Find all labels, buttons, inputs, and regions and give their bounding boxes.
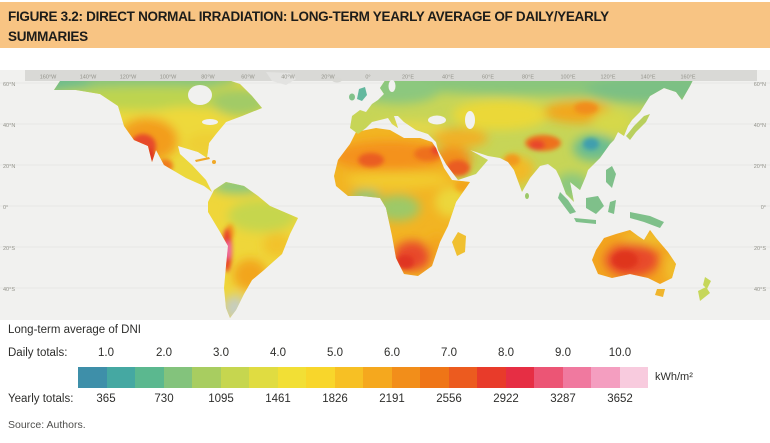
figure-title-line1: FIGURE 3.2: DIRECT NORMAL IRRADIATION: L… (8, 9, 609, 24)
colorbar-segment (391, 367, 420, 388)
lat-label: 0° (761, 205, 766, 211)
colorbar-segment (505, 367, 534, 388)
world-dni-map: 160°W 140°W 120°W 100°W 80°W 60°W 40°W 2… (0, 70, 770, 320)
lat-label: 40°S (754, 287, 766, 293)
yearly-tick: 3287 (550, 393, 576, 405)
yearly-tick: 2191 (379, 393, 405, 405)
daily-tick: 7.0 (441, 347, 457, 359)
latitude-labels-right: 60°N 40°N 20°N 0° 20°S 40°S (754, 82, 767, 293)
yearly-tick: 1461 (265, 393, 291, 405)
lat-label: 20°S (3, 246, 15, 252)
colorbar-segment (363, 367, 392, 388)
colorbar-segment (163, 367, 192, 388)
lat-label: 40°S (3, 287, 15, 293)
yearly-tick: 365 (96, 393, 116, 405)
colorbar-segment (135, 367, 164, 388)
daily-tick: 5.0 (327, 347, 343, 359)
lon-label: 60°E (482, 75, 494, 81)
yearly-tick: 2556 (436, 393, 462, 405)
lon-label: 60°W (241, 75, 255, 81)
lat-label: 20°S (754, 246, 766, 252)
colorbar-segment (220, 367, 249, 388)
lon-label: 20°W (321, 75, 335, 81)
lat-label: 20°N (3, 164, 15, 170)
lon-label: 160°W (40, 75, 57, 81)
colorbar-segment (78, 367, 107, 388)
daily-tick: 9.0 (555, 347, 571, 359)
colorbar-segment (619, 367, 648, 388)
lat-label: 0° (3, 205, 8, 211)
lat-label: 20°N (754, 164, 766, 170)
lon-label: 160°E (680, 75, 695, 81)
source-note: Source: Authors. (8, 419, 86, 431)
figure-title-line2: SUMMARIES (8, 28, 88, 44)
colorbar-segment (591, 367, 620, 388)
daily-tick: 10.0 (608, 347, 632, 359)
lat-label: 40°N (3, 123, 15, 129)
yearly-tick: 1095 (208, 393, 234, 405)
colorbar-segment (334, 367, 363, 388)
lon-label: 80°W (201, 75, 215, 81)
lat-label: 60°N (754, 82, 766, 88)
colorbar-segment (249, 367, 278, 388)
yearly-tick: 3652 (607, 393, 633, 405)
legend-title: Long-term average of DNI (8, 324, 141, 336)
lon-label: 100°E (560, 75, 575, 81)
figure-title-bar: FIGURE 3.2: DIRECT NORMAL IRRADIATION: L… (0, 2, 770, 48)
lat-label: 40°N (754, 123, 766, 129)
lon-label: 0° (365, 75, 370, 81)
yearly-totals-label: Yearly totals: (8, 393, 74, 405)
yearly-tick: 730 (154, 393, 174, 405)
colorbar-segment (477, 367, 506, 388)
map-art (0, 70, 770, 320)
yearly-tick: 1826 (322, 393, 348, 405)
colorbar-segment (306, 367, 335, 388)
daily-tick: 4.0 (270, 347, 286, 359)
colorbar-segment (277, 367, 306, 388)
daily-tick: 1.0 (98, 347, 114, 359)
colorbar-segment (106, 367, 135, 388)
lon-label: 120°W (120, 75, 137, 81)
colorbar-segment (562, 367, 591, 388)
colorbar-segment (420, 367, 449, 388)
unit-label: kWh/m² (655, 371, 693, 383)
dni-color-scale (78, 367, 648, 388)
lon-label: 40°E (442, 75, 454, 81)
lon-label: 120°E (600, 75, 615, 81)
daily-tick: 8.0 (498, 347, 514, 359)
daily-tick: 6.0 (384, 347, 400, 359)
yearly-tick: 2922 (493, 393, 519, 405)
lon-label: 20°E (402, 75, 414, 81)
colorbar-segment (534, 367, 563, 388)
lon-label: 100°W (160, 75, 177, 81)
colorbar-segment (192, 367, 221, 388)
lon-label: 140°E (640, 75, 655, 81)
latitude-labels-left: 60°N 40°N 20°N 0° 20°S 40°S (3, 82, 15, 293)
longitude-labels: 160°W 140°W 120°W 100°W 80°W 60°W 40°W 2… (40, 75, 696, 81)
lon-label: 40°W (281, 75, 295, 81)
daily-tick: 3.0 (213, 347, 229, 359)
colorbar-segment (448, 367, 477, 388)
daily-tick: 2.0 (156, 347, 172, 359)
lat-label: 60°N (3, 82, 15, 88)
lon-label: 80°E (522, 75, 534, 81)
daily-totals-label: Daily totals: (8, 347, 68, 359)
lon-label: 140°W (80, 75, 97, 81)
